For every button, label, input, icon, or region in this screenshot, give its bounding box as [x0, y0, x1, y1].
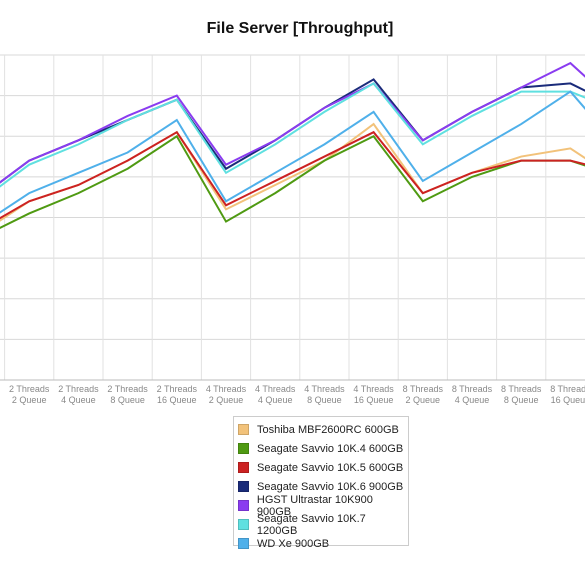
x-tick-label: 4 Threads [206, 384, 247, 394]
legend-item: Toshiba MBF2600RC 600GB [238, 420, 408, 439]
x-tick-label: 8 Queue [307, 395, 342, 405]
x-tick-label: 2 Queue [406, 395, 441, 405]
x-tick-label: 4 Threads [353, 384, 394, 394]
legend-swatch [238, 481, 249, 492]
legend-swatch [238, 424, 249, 435]
x-tick-label: 2 Threads [9, 384, 50, 394]
series-line-5 [0, 61, 585, 184]
x-tick-label: 8 Threads [501, 384, 542, 394]
legend-label: Seagate Savvio 10K.7 1200GB [256, 512, 366, 537]
x-tick-label: 16 Queue [354, 395, 394, 405]
x-tick-label: 4 Threads [304, 384, 345, 394]
legend-label: Seagate Savvio 10K.4 600GB [257, 442, 404, 455]
series-line-2 [0, 134, 585, 230]
x-tick-label: 2 Queue [209, 395, 244, 405]
x-tick-label: 8 Queue [504, 395, 539, 405]
legend-swatch [238, 500, 249, 511]
chart-title: File Server [Throughput] [206, 20, 394, 37]
x-tick-label: 4 Queue [258, 395, 293, 405]
x-tick-label: 4 Queue [455, 395, 490, 405]
legend-item: Seagate Savvio 10K.5 600GB [238, 458, 408, 477]
legend-item: WD Xe 900GB [238, 534, 408, 553]
x-tick-label: 8 Threads [403, 384, 444, 394]
legend-swatch [238, 462, 249, 473]
legend-label: Seagate Savvio 10K.6 900GB [257, 480, 404, 493]
x-tick-label: 4 Queue [61, 395, 96, 405]
x-tick-label: 8 Queue [110, 395, 145, 405]
legend-item: Seagate Savvio 10K.6 900GB [238, 477, 408, 496]
x-tick-label: 16 Queue [551, 395, 585, 405]
legend-swatch [238, 443, 249, 454]
legend-label: Toshiba MBF2600RC 600GB [257, 423, 399, 436]
x-tick-label: 4 Threads [255, 384, 296, 394]
x-tick-label: 8 Threads [550, 384, 585, 394]
x-tick-label: 2 Threads [58, 384, 99, 394]
x-tick-label: 2 Threads [157, 384, 198, 394]
legend-label: WD Xe 900GB [257, 537, 330, 550]
x-tick-label: 2 Queue [12, 395, 47, 405]
legend-label: Seagate Savvio 10K.5 600GB [257, 461, 404, 474]
series-line-6 [0, 82, 585, 188]
legend-label: HGST Ultrastar 10K900 900GB [256, 493, 373, 518]
x-tick-label: 1 Threads [0, 384, 1, 394]
series-line-7 [0, 90, 585, 214]
x-tick-label: 16 Queue [157, 395, 197, 405]
x-tick-label: 8 Threads [452, 384, 493, 394]
legend-swatch [238, 538, 249, 549]
x-tick-label: 2 Threads [107, 384, 148, 394]
legend-item: Seagate Savvio 10K.4 600GB [238, 439, 408, 458]
legend-swatch [238, 519, 249, 530]
legend-item: Seagate Savvio 10K.7 1200GB [238, 512, 408, 537]
series-line-3 [0, 130, 585, 220]
chart-legend: Toshiba MBF2600RC 600GB Seagate Savvio 10… [233, 416, 409, 550]
legend-item: HGST Ultrastar 10K900 900GB [238, 493, 408, 518]
